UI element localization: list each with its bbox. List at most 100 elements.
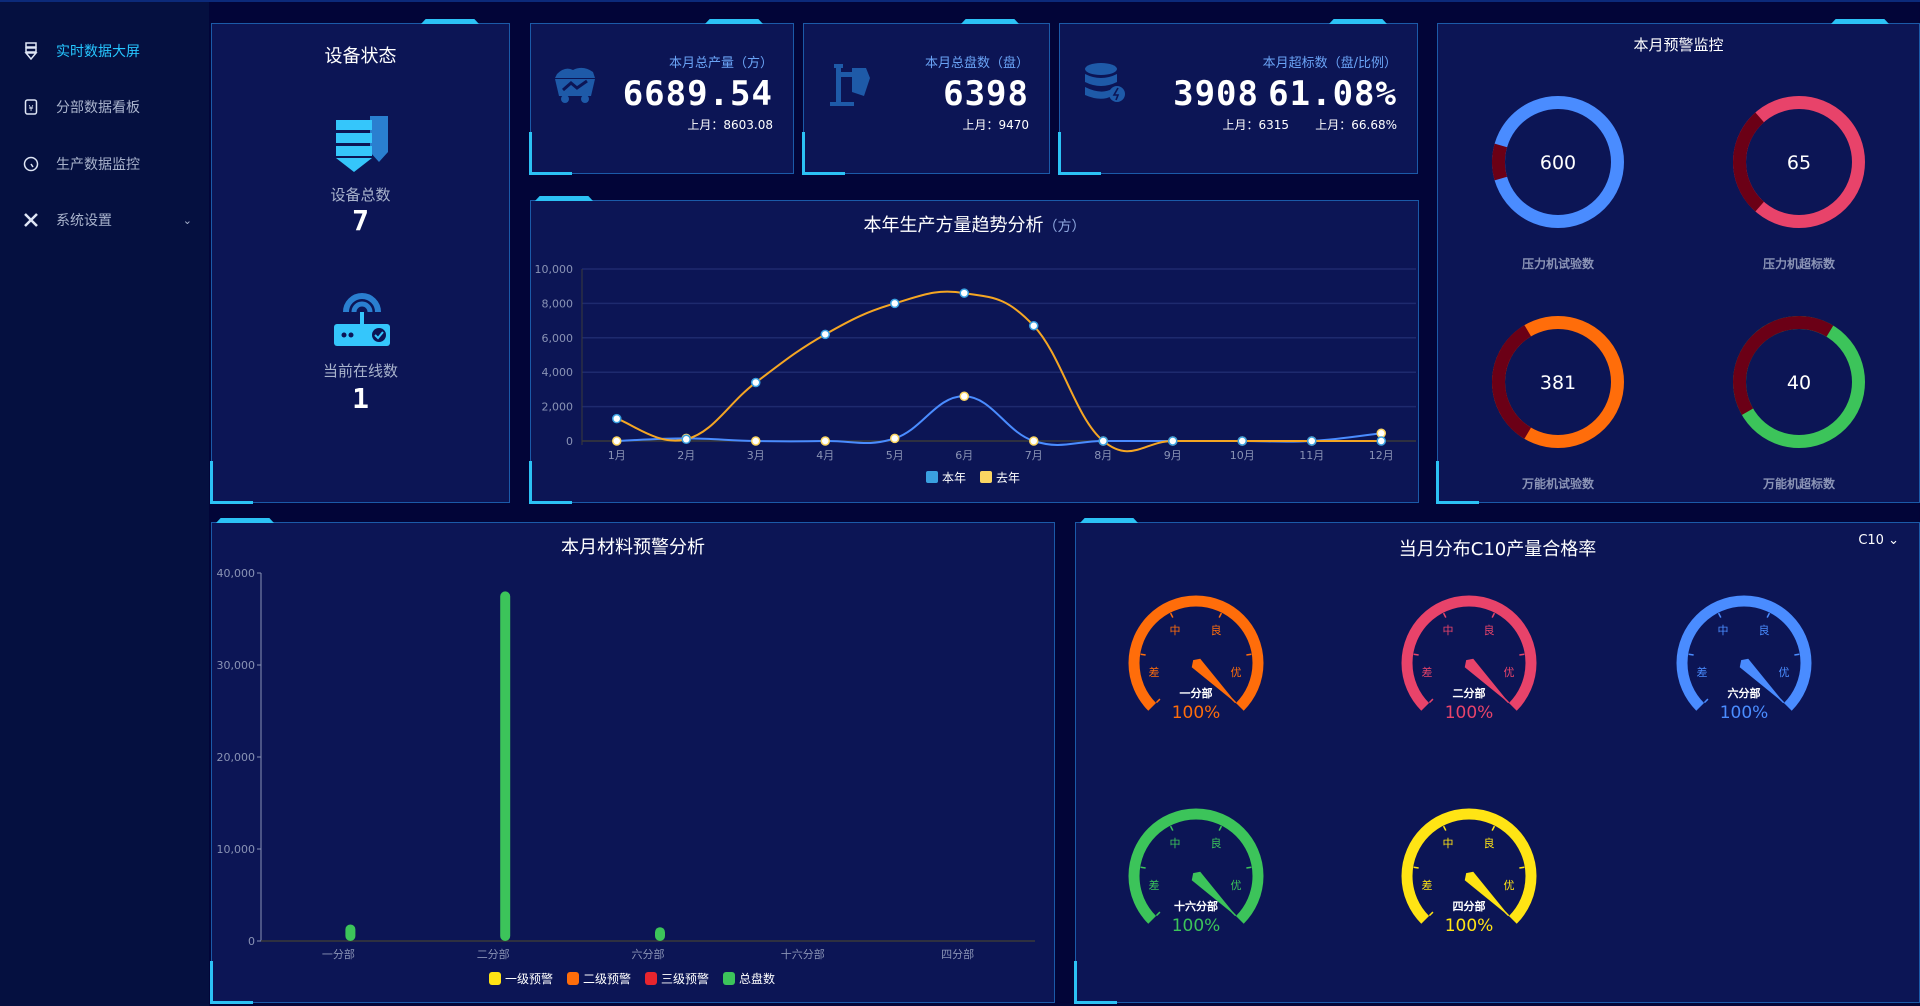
sidebar-item-label: 生产数据监控 [56, 157, 140, 173]
gauge-tick [1246, 866, 1252, 869]
sidebar-item-branch-board[interactable]: ¥ 分部数据看板 [22, 95, 192, 119]
gauge-arc [1128, 595, 1264, 711]
y-tick-label: 0 [248, 935, 255, 948]
legend-label: 总盘数 [739, 971, 775, 986]
legend-label: 三级预警 [661, 971, 709, 986]
gauge-scale-label: 中 [1170, 837, 1181, 850]
donut-segment [1491, 96, 1624, 228]
gauge-name: 十六分部 [1174, 899, 1218, 913]
gauge-scale-label: 差 [1149, 665, 1160, 679]
y-tick-label: 4,000 [542, 366, 574, 379]
data-point [1307, 436, 1317, 446]
gauge-tick [1491, 825, 1496, 831]
gauge-tick [1140, 866, 1146, 869]
gauge-tick [1169, 825, 1174, 831]
sidebar-item-settings[interactable]: 系统设置 ⌄ [22, 208, 192, 232]
donut-label: 压力机超标数 [1763, 256, 1836, 271]
gauge-value: 100% [1172, 916, 1221, 936]
donut-label: 压力机试验数 [1522, 256, 1595, 271]
gauge-tick [1413, 866, 1419, 869]
sidebar-item-production-monitor[interactable]: 生产数据监控 [22, 152, 192, 176]
tools-icon [22, 211, 40, 229]
x-tick-label: 10月 [1230, 449, 1255, 462]
gauge-tick [1155, 698, 1161, 704]
gauge-name: 四分部 [1453, 899, 1486, 913]
x-tick-label: 四分部 [941, 947, 974, 961]
yen-board-icon: ¥ [22, 98, 40, 116]
gauge-tick [1218, 612, 1223, 618]
data-point [751, 436, 761, 446]
chart-unit: （方） [1043, 219, 1086, 235]
sidebar-item-label: 实时数据大屏 [56, 44, 140, 60]
y-tick-label: 40,000 [217, 567, 256, 580]
legend-swatch [980, 471, 992, 483]
donut-segment [1491, 316, 1624, 448]
gauge-scale-label: 优 [1504, 666, 1515, 679]
gauge-arc [1401, 808, 1537, 924]
y-tick-label: 0 [566, 435, 573, 448]
card-title: 本月总盘数（盘） [924, 56, 1029, 71]
gauge-value: 100% [1445, 703, 1494, 723]
dropdown-value: C10 [1858, 533, 1884, 548]
legend-swatch [645, 972, 657, 985]
gauge-scale-label: 差 [1422, 665, 1433, 679]
y-tick-label: 2,000 [542, 401, 574, 414]
data-point [820, 436, 830, 446]
gauge-tick [1794, 653, 1800, 656]
panel-title: 设备状态 [324, 46, 397, 67]
y-tick-label: 10,000 [217, 843, 256, 856]
gauge-value: 100% [1172, 703, 1221, 723]
x-tick-label: 2月 [677, 449, 695, 462]
card-last-month: 上月：8603.08 [687, 118, 773, 132]
total-devices-label: 设备总数 [330, 186, 391, 204]
crane-icon [830, 64, 870, 106]
gauge-tick [1169, 612, 1174, 618]
gauge-tick [1155, 911, 1161, 917]
gauge-scale-label: 中 [1443, 837, 1454, 850]
gauge-scale-label: 优 [1779, 666, 1790, 679]
chart-title: 本月材料预警分析 [561, 537, 705, 558]
legend-swatch [567, 972, 579, 985]
data-point [1168, 436, 1178, 446]
gauge-scale-label: 差 [1697, 665, 1708, 679]
sidebar-item-realtime-screen[interactable]: 实时数据大屏 [22, 39, 192, 63]
gauge-scale-label: 优 [1231, 666, 1242, 679]
gauge-scale-label: 优 [1231, 879, 1242, 892]
gauge-scale-label: 良 [1211, 623, 1222, 637]
gauge-tick [1140, 653, 1146, 656]
y-tick-label: 6,000 [542, 332, 574, 345]
c10-dropdown[interactable]: C10 ⌄ [1858, 533, 1899, 548]
gauge-tick [1218, 825, 1223, 831]
legend-label: 一级预警 [505, 971, 553, 986]
gauge-scale-label: 良 [1484, 836, 1495, 850]
gauge-scale-label: 良 [1759, 623, 1770, 637]
gauge-scale-label: 差 [1149, 878, 1160, 892]
gauge-arc [1401, 595, 1537, 711]
gauge-needle [1739, 658, 1786, 705]
gauge-scale-label: 中 [1170, 624, 1181, 637]
total-devices-value: 7 [352, 204, 369, 237]
x-tick-label: 六分部 [632, 947, 665, 961]
x-tick-label: 1月 [608, 449, 626, 462]
y-tick-label: 20,000 [217, 751, 256, 764]
legend-swatch [926, 471, 938, 483]
card-last-month: 上月：9470 [962, 118, 1029, 132]
data-point [959, 288, 969, 298]
gauge-value: 100% [1720, 703, 1769, 723]
y-tick-label: 30,000 [217, 659, 256, 672]
data-point [890, 298, 900, 309]
gauge-name: 六分部 [1728, 686, 1761, 700]
gauge-scale-label: 中 [1718, 624, 1729, 637]
gauge-needle [1191, 871, 1238, 918]
gauge-name: 二分部 [1453, 686, 1486, 700]
trend-chart-panel: 本年生产方量趋势分析（方） [529, 200, 1419, 504]
gauge-name: 一分部 [1180, 686, 1213, 700]
legend-label: 去年 [996, 471, 1020, 485]
card-last-month-ratio: 上月：66.68% [1315, 118, 1397, 132]
gauge-needle [1464, 871, 1511, 918]
gauge-tick [1442, 612, 1447, 618]
card-value: 3908 [1173, 74, 1259, 114]
x-tick-label: 十六分部 [781, 947, 825, 961]
chevron-down-icon: ⌄ [182, 213, 192, 227]
